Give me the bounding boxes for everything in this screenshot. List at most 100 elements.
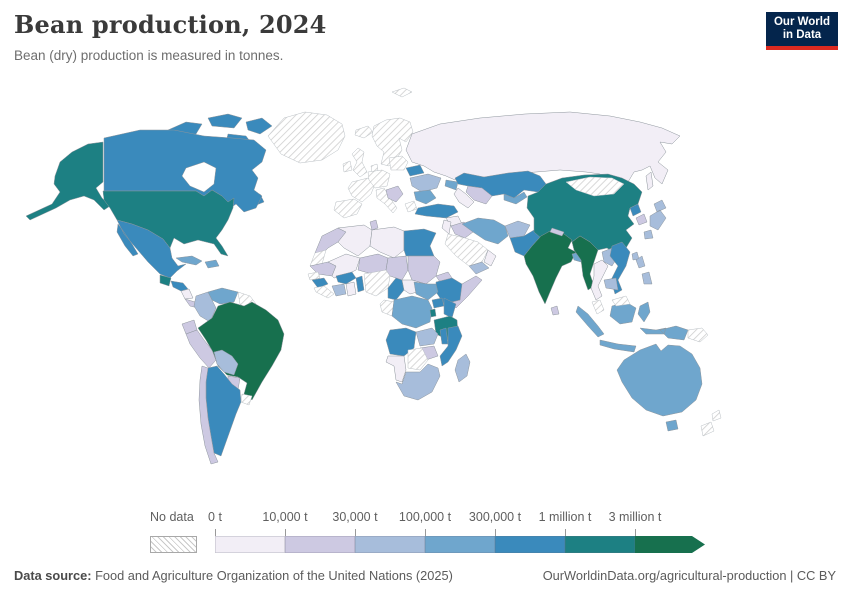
country-caucasus[interactable] — [444, 179, 459, 191]
legend-tick-label: 3 million t — [608, 510, 662, 524]
country-malaysia[interactable] — [591, 295, 631, 315]
country-thailand[interactable] — [590, 259, 609, 301]
country-belarus[interactable] — [405, 164, 425, 177]
legend-tick-label: 1 million t — [538, 510, 592, 524]
country-botswana[interactable] — [407, 347, 429, 371]
footer: Data source: Food and Agriculture Organi… — [14, 568, 836, 583]
country-tunisia[interactable] — [369, 219, 379, 231]
legend-tick-label: 30,000 t — [332, 510, 378, 524]
country-namibia[interactable] — [385, 355, 407, 383]
legend-bin-2[interactable] — [285, 536, 355, 553]
country-north-korea[interactable] — [629, 203, 642, 217]
country-ghana[interactable] — [345, 281, 357, 297]
legend-tick — [635, 529, 636, 536]
country-nepal[interactable] — [549, 227, 565, 237]
country-papua-new-guinea[interactable] — [687, 327, 709, 343]
country-greenland[interactable] — [267, 111, 346, 164]
legend-bin-5[interactable] — [495, 536, 565, 553]
country-afghanistan[interactable] — [504, 220, 531, 239]
country-chile[interactable] — [198, 365, 219, 465]
country-ivory-coast[interactable] — [331, 283, 347, 297]
country-canada-islands[interactable] — [167, 113, 273, 207]
country-gabon-congo[interactable] — [379, 299, 395, 317]
country-uzbekistan[interactable] — [465, 185, 493, 205]
country-cambodia[interactable] — [603, 277, 619, 291]
country-madagascar[interactable] — [454, 353, 471, 383]
country-uruguay[interactable] — [240, 393, 253, 406]
country-japan[interactable] — [643, 199, 667, 240]
country-turkey[interactable] — [414, 203, 459, 219]
country-jordan-israel[interactable] — [441, 219, 452, 235]
country-cameroon[interactable] — [387, 277, 405, 301]
country-myanmar[interactable] — [571, 235, 599, 291]
no-data-swatch[interactable] — [150, 536, 197, 553]
country-brazil[interactable] — [197, 301, 285, 401]
legend-bin-6[interactable] — [565, 536, 635, 553]
country-south-sudan[interactable] — [413, 281, 439, 301]
country-svalbard[interactable] — [391, 87, 413, 98]
country-oman[interactable] — [483, 249, 497, 267]
country-zambia[interactable] — [415, 327, 439, 347]
country-iran[interactable] — [461, 217, 509, 245]
country-honduras[interactable] — [170, 280, 189, 292]
legend-tick-label: 0 t — [208, 510, 222, 524]
country-mozambique[interactable] — [439, 325, 463, 367]
country-australia[interactable] — [616, 343, 703, 432]
legend-bin-4[interactable] — [425, 536, 495, 553]
country-sudan[interactable] — [407, 255, 441, 285]
owid-logo[interactable]: Our World in Data — [766, 12, 838, 50]
country-new-zealand[interactable] — [700, 409, 722, 437]
country-turkmenistan[interactable] — [453, 187, 475, 209]
country-kyrgyzstan-tajikistan[interactable] — [503, 191, 528, 205]
country-hispaniola[interactable] — [204, 259, 220, 269]
country-poland-baltics[interactable] — [388, 155, 409, 171]
country-iberia[interactable] — [333, 198, 363, 219]
country-libya[interactable] — [369, 226, 405, 259]
country-iceland[interactable] — [354, 125, 374, 139]
country-rwanda-burundi[interactable] — [429, 308, 437, 318]
country-italy[interactable] — [375, 187, 398, 214]
country-dr-congo[interactable] — [391, 295, 433, 329]
country-colombia[interactable] — [193, 291, 217, 323]
country-greece[interactable] — [404, 200, 418, 213]
country-guatemala[interactable] — [159, 274, 172, 287]
country-senegal[interactable] — [307, 271, 321, 281]
country-ukraine[interactable] — [409, 173, 442, 193]
country-philippines[interactable] — [635, 255, 653, 285]
legend-tick — [495, 529, 496, 536]
country-egypt[interactable] — [403, 228, 437, 257]
country-sri-lanka[interactable] — [550, 305, 560, 316]
country-scandinavia[interactable] — [371, 117, 414, 167]
legend-tick — [355, 529, 356, 536]
country-uganda[interactable] — [431, 297, 445, 309]
country-romania-bulgaria[interactable] — [413, 189, 437, 205]
country-burkina-faso[interactable] — [335, 271, 357, 285]
country-south-africa[interactable] — [395, 363, 441, 401]
country-indonesia[interactable] — [575, 301, 689, 353]
country-balkans[interactable] — [385, 185, 404, 203]
country-yemen[interactable] — [468, 261, 490, 275]
legend-bin-1[interactable] — [215, 536, 285, 553]
country-india[interactable] — [523, 229, 577, 305]
country-saudi-arabia[interactable] — [444, 233, 489, 267]
country-central-europe[interactable] — [367, 169, 391, 189]
country-somalia[interactable] — [451, 275, 483, 309]
country-algeria[interactable] — [337, 224, 373, 257]
country-sierra-leone-liberia[interactable] — [313, 285, 335, 299]
country-cuba[interactable] — [175, 255, 203, 266]
country-united-kingdom[interactable] — [351, 147, 368, 178]
country-ireland[interactable] — [342, 160, 353, 173]
country-togo-benin[interactable] — [355, 275, 365, 293]
country-mongolia[interactable] — [565, 176, 625, 197]
country-nigeria[interactable] — [363, 269, 391, 297]
country-south-korea[interactable] — [635, 213, 648, 226]
data-source-label: Data source: — [14, 568, 92, 583]
country-bolivia[interactable] — [213, 349, 239, 376]
country-guinea[interactable] — [311, 277, 329, 289]
country-nicaragua[interactable] — [180, 288, 194, 300]
legend-bin-3[interactable] — [355, 536, 425, 553]
footer-link[interactable]: OurWorldinData.org/agricultural-producti… — [542, 568, 836, 583]
legend-bin-7[interactable] — [635, 536, 705, 553]
country-alaska[interactable] — [25, 141, 111, 221]
country-mexico[interactable] — [116, 219, 187, 279]
